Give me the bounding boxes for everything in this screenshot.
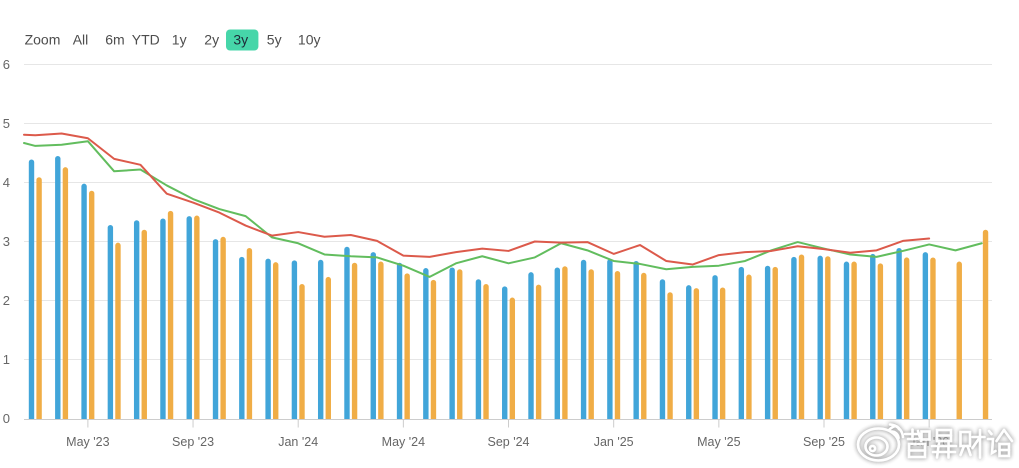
svg-text:1y: 1y xyxy=(172,32,187,48)
svg-text:5: 5 xyxy=(3,116,10,131)
svg-text:0: 0 xyxy=(3,411,10,426)
svg-text:4: 4 xyxy=(3,175,10,190)
svg-text:3: 3 xyxy=(3,234,10,249)
svg-text:Sep '23: Sep '23 xyxy=(172,435,214,449)
svg-text:2y: 2y xyxy=(204,32,219,48)
svg-text:May '23: May '23 xyxy=(66,435,109,449)
svg-text:May '25: May '25 xyxy=(697,435,740,449)
svg-text:5y: 5y xyxy=(267,32,282,48)
svg-text:6m: 6m xyxy=(105,32,124,48)
svg-text:Sep '24: Sep '24 xyxy=(488,435,530,449)
svg-text:10y: 10y xyxy=(298,32,321,48)
svg-text:May '24: May '24 xyxy=(382,435,425,449)
svg-text:2: 2 xyxy=(3,293,10,308)
svg-text:Jan '25: Jan '25 xyxy=(594,435,634,449)
svg-text:6: 6 xyxy=(3,57,10,72)
svg-text:Sep '25: Sep '25 xyxy=(803,435,845,449)
svg-text:All: All xyxy=(73,32,89,48)
svg-text:Zoom: Zoom xyxy=(25,32,61,48)
svg-text:YTD: YTD xyxy=(132,32,160,48)
svg-text:3y: 3y xyxy=(233,32,248,48)
svg-text:1: 1 xyxy=(3,352,10,367)
svg-text:Jan '24: Jan '24 xyxy=(278,435,318,449)
